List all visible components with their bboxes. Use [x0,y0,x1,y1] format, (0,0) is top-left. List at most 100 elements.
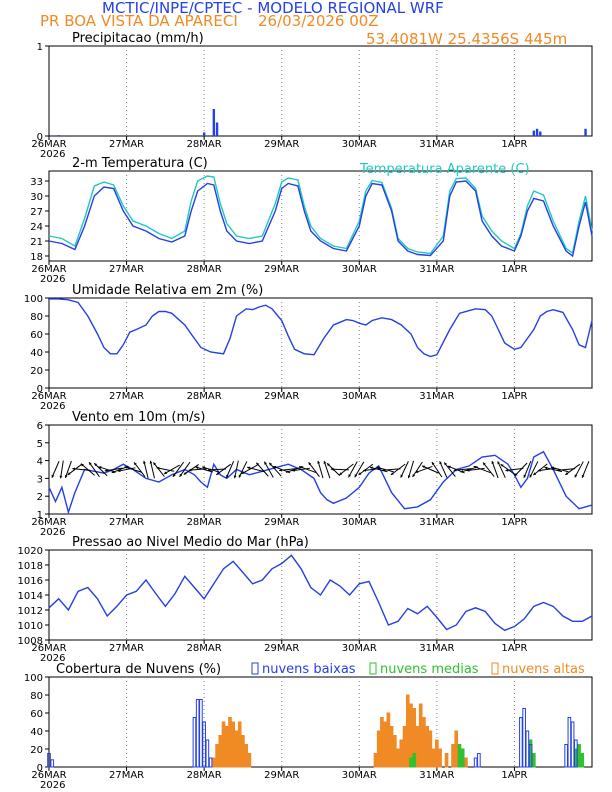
wind-arrow-head [483,462,486,466]
wind-arrow-shaft [195,466,213,473]
precip-frame [48,45,593,137]
wind-arrow-head [188,468,192,472]
wind-arrow-head [208,468,211,472]
wind-arrow-head [183,471,187,475]
wind-arrow-head [363,468,367,472]
wind-arrow-head [382,468,386,472]
cloud-mid-bar [532,753,536,768]
precip-bar [215,122,219,136]
precip-x-label: 31MAR [419,139,454,150]
wind-arrow-shaft [93,462,108,477]
wind-arrow-shaft [412,461,423,478]
wind-arrow-head [264,461,267,465]
cloud-high-bar [241,735,245,768]
wind-arrow-shaft [354,461,365,478]
wind-arrow [439,461,448,478]
cloud-low-bar [574,739,578,768]
wind-arrow-head [326,463,330,467]
wind-arrow-head [238,474,242,478]
cloud-mid-bar [460,748,465,768]
wind-y-label: 2 [37,492,43,503]
wind-arrow-shaft [172,461,184,478]
precip-bar [539,131,542,136]
wind-arrow-shaft [298,465,317,474]
wind-arrow-shaft [415,465,433,474]
wind-arrow-shaft [255,462,269,477]
rh-y-label: 100 [24,294,43,305]
wind-arrow-head [80,463,84,467]
wind-arrow-shaft [88,461,100,478]
wind-arrow [317,460,324,479]
wind-arrow-head [317,460,321,464]
wind-arrow-head [407,475,411,479]
wind-arrow-head [500,464,504,467]
rh-y-label: 20 [30,366,43,377]
cloud-mid-bar [409,757,413,768]
wind-title: Vento em 10m (m/s) [72,410,205,425]
wind-arrow-shaft [431,461,443,478]
wind-arrow-shaft [64,460,72,479]
wind-arrow-head [233,475,237,479]
cloud-mid-bar [412,753,417,768]
wind-arrow-head [523,474,527,478]
wind-arrow-shaft [179,461,191,478]
clouds-y-label: 20 [30,745,43,756]
precip-x-label: 1APR [501,139,527,150]
location-label: PR BOA VISTA DA APARECI [40,12,238,30]
wind-arrow [279,468,298,472]
rh-x-label: 30MAR [342,391,377,402]
wind-arrow [514,462,528,477]
wind-arrow [149,460,155,479]
wind-arrow-head [72,467,76,471]
wind-arrow-head [51,474,55,478]
chart-title: MCTIC/INPE/CPTEC - MODELO REGIONAL WRF [102,0,444,17]
cloud-high-bar [435,739,439,768]
wind-arrow-shaft [317,460,324,479]
wind-arrow-head [241,471,245,474]
wind-arrow-shaft [238,461,248,478]
wind-arrow [93,462,108,477]
cloud-high-bar [399,739,404,768]
clouds-y-label: 0 [37,763,43,774]
wind-arrow-shaft [163,464,180,475]
temp-x-label: 30MAR [342,264,377,275]
wind-arrow-shaft [234,460,239,479]
cloud-high-bar [234,730,239,768]
wind-arrow [179,461,191,478]
wind-arrow [505,467,524,472]
wind-arrow [292,467,311,472]
cloud-low-bar [205,739,210,768]
wind-arrow-head [163,471,167,474]
wind-arrow-head [491,461,495,464]
wind-arrow [172,461,184,478]
wind-arrow-shaft [443,462,456,477]
wind-arrow [473,465,491,474]
wind-arrow-head [466,468,470,472]
wind-arrow-shaft [514,462,528,477]
wind-arrow-head [156,466,160,470]
wind-arrow-head [550,466,554,470]
wind-arrow [431,461,443,478]
clouds-y-label: 80 [30,691,43,702]
wind-arrow-head [453,468,457,472]
wind-arrow [482,462,495,477]
cloud-high-bar [237,721,242,768]
cloud-low-bar [195,699,200,768]
wind-arrow-head [89,462,92,466]
wind-arrow-shaft [453,468,472,471]
wind-arrow-shaft [215,463,232,476]
slp-x-label: 1APR [501,643,527,654]
rh-y-label: 40 [30,348,43,359]
wind-arrow-shaft [497,461,506,478]
cloud-high-bar [373,753,378,768]
wind-y-label: 6 [37,421,43,432]
wind-arrow-head [339,472,343,476]
wind-arrow [523,460,532,479]
clouds-x-label: 28MAR [187,770,222,781]
wind-arrow-head [195,466,199,470]
wind-arrow [72,467,91,471]
wind-arrow-head [412,474,416,478]
precip-bar [212,109,216,136]
cloud-high-bar [393,735,397,768]
wind-arrow-head [537,468,541,472]
